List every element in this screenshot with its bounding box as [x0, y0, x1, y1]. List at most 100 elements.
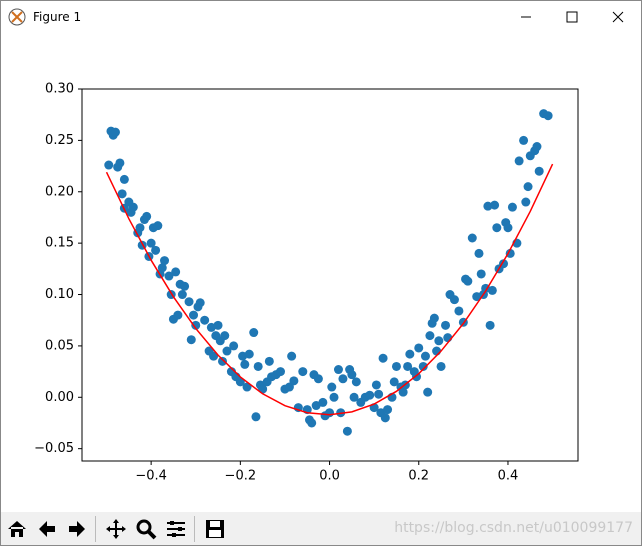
scatter-point [492, 223, 502, 233]
scatter-point [313, 374, 323, 384]
scatter-point [347, 370, 357, 380]
pan-button[interactable] [102, 515, 130, 543]
scatter-point [218, 356, 228, 366]
scatter-point [119, 174, 129, 184]
scatter-point [253, 361, 263, 371]
forward-button[interactable] [63, 515, 91, 543]
scatter-point [329, 392, 339, 402]
minimize-button[interactable] [503, 1, 549, 32]
scatter-point [213, 320, 223, 330]
scatter-point [318, 397, 328, 407]
x-tick-label: −0.2 [225, 469, 257, 484]
scatter-point [264, 356, 274, 366]
scatter-point [338, 374, 348, 384]
scatter-point [505, 248, 515, 258]
scatter-point [117, 189, 127, 199]
scatter-point [398, 387, 408, 397]
scatter-point [244, 349, 254, 359]
scatter-point [519, 135, 529, 145]
save-button[interactable] [201, 515, 229, 543]
scatter-point [151, 245, 161, 255]
scatter-point [391, 361, 401, 371]
scatter-point [474, 248, 484, 258]
scatter-point [229, 341, 239, 351]
scatter-point [209, 351, 219, 361]
scatter-point [476, 269, 486, 279]
scatter-point [311, 401, 321, 411]
scatter-point [507, 202, 517, 212]
scatter-point [434, 336, 444, 346]
separator [194, 515, 195, 542]
scatter-point [222, 346, 232, 356]
y-tick-label: 0.15 [45, 236, 74, 251]
scatter-point [128, 202, 138, 212]
chart: −0.05 0.00 0.05 0.10 0.15 0.20 0.25 0.30 −0.4 −0.… [34, 82, 579, 484]
fit-line [105, 163, 554, 416]
y-tick-label: 0.25 [45, 133, 74, 148]
x-tick-label: −0.4 [135, 469, 167, 484]
scatter-point [177, 290, 187, 300]
scatter-point [142, 211, 152, 221]
scatter-point [195, 298, 205, 308]
scatter-point [333, 365, 343, 375]
scatter-point [249, 328, 259, 338]
scatter-point [389, 377, 399, 387]
home-button[interactable] [3, 515, 31, 543]
scatter-point [110, 127, 120, 137]
scatter-point [184, 297, 194, 307]
scatter-point [275, 367, 285, 377]
zoom-button[interactable] [132, 515, 160, 543]
title-bar: Figure 1 [1, 1, 641, 32]
x-tick-label: 0.4 [498, 469, 519, 484]
scatter-point [240, 359, 250, 369]
scatter-point [135, 223, 145, 233]
scatter-point [235, 377, 245, 387]
scatter-point [534, 166, 544, 176]
scatter-point [365, 390, 375, 400]
scatter-point [432, 346, 442, 356]
y-tick-label: 0.10 [45, 287, 74, 302]
scatter-point [423, 387, 433, 397]
scatter-point [490, 200, 500, 210]
y-tick-label: 0.20 [45, 184, 74, 199]
scatter-point [157, 263, 167, 273]
scatter-point [200, 315, 210, 325]
scatter-point [403, 361, 413, 371]
scatter-point [414, 343, 424, 353]
y-tick-label: −0.05 [34, 441, 74, 456]
scatter-point [441, 320, 451, 330]
scatter-point [532, 142, 542, 152]
scatter-point [220, 331, 230, 341]
y-tick-label: 0.00 [45, 390, 74, 405]
scatter-point [467, 233, 477, 243]
scatter-point [418, 361, 428, 371]
y-tick-label: 0.30 [45, 82, 74, 97]
maximize-button[interactable] [549, 1, 595, 32]
scatter-point [420, 351, 430, 361]
scatter-point [485, 320, 495, 330]
scatter-point [380, 413, 390, 423]
configure-button[interactable] [162, 515, 190, 543]
scatter-point [378, 353, 388, 363]
scatter-point [251, 412, 261, 422]
scatter-point [483, 201, 493, 211]
scatter-point [146, 238, 156, 248]
scatter-point [374, 389, 384, 399]
scatter-point [463, 276, 473, 286]
scatter-point [429, 313, 439, 323]
close-button[interactable] [595, 1, 641, 32]
back-button[interactable] [33, 515, 61, 543]
scatter-point [289, 376, 299, 386]
x-tick-label: 0.0 [319, 469, 340, 484]
scatter-point [104, 160, 114, 170]
scatter-point [153, 221, 163, 231]
scatter-point [186, 335, 196, 345]
scatter-point [180, 281, 190, 291]
scatter-point [287, 351, 297, 361]
separator [95, 515, 96, 542]
scatter-point [503, 223, 513, 233]
scatter-point [325, 408, 335, 418]
scatter-point [351, 377, 361, 387]
scatter-point [307, 418, 317, 428]
scatter-point [298, 367, 308, 377]
